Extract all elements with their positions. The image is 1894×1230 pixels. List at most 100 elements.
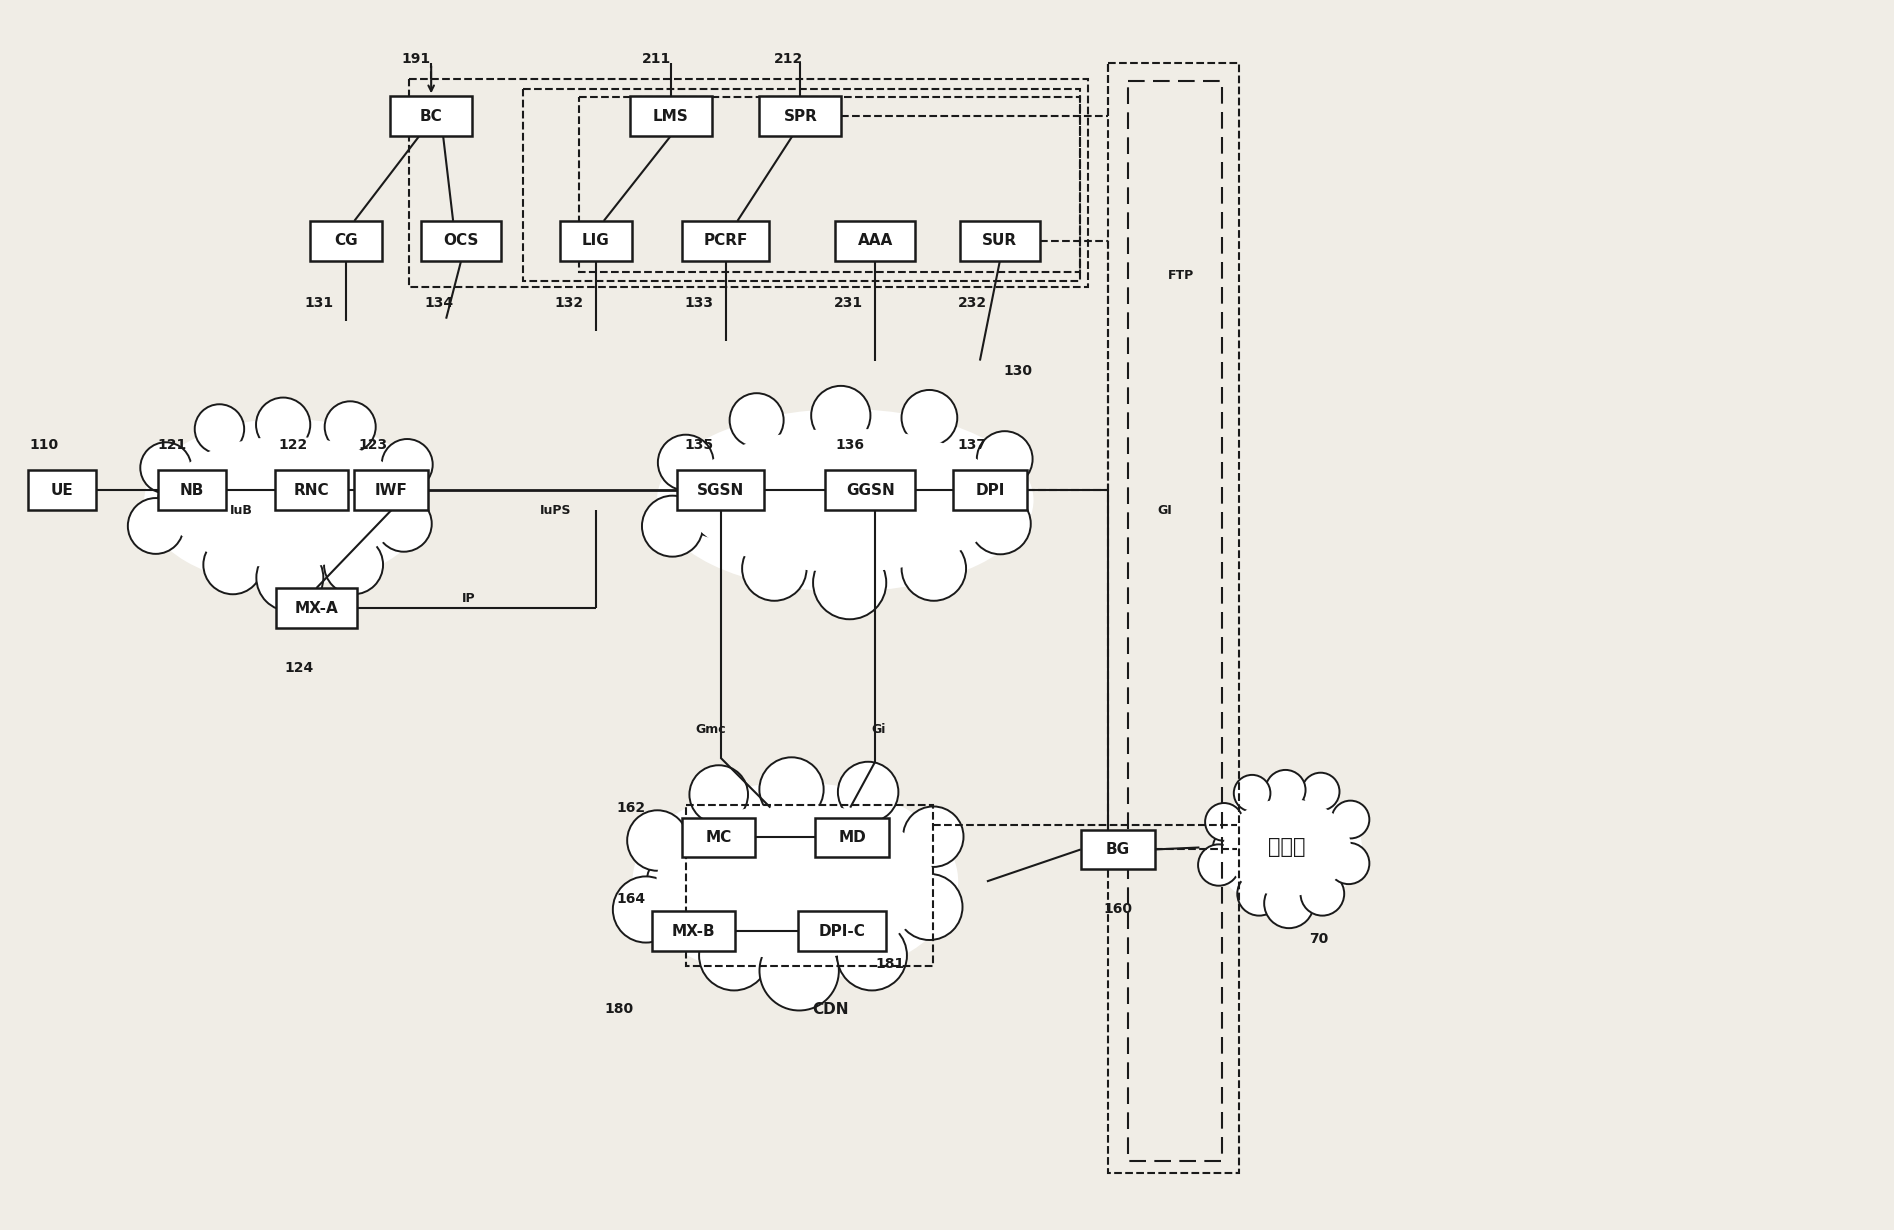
Text: 70: 70 — [1309, 932, 1330, 946]
Circle shape — [837, 761, 898, 822]
FancyBboxPatch shape — [759, 96, 841, 137]
Text: 160: 160 — [1102, 903, 1133, 916]
Text: 162: 162 — [616, 801, 646, 814]
FancyBboxPatch shape — [390, 96, 472, 137]
Circle shape — [140, 443, 191, 493]
Text: Gmc: Gmc — [695, 723, 725, 737]
Circle shape — [970, 493, 1030, 555]
Circle shape — [1263, 878, 1314, 929]
FancyBboxPatch shape — [826, 470, 915, 510]
Circle shape — [1265, 770, 1305, 811]
Circle shape — [195, 405, 244, 454]
Text: IuPS: IuPS — [540, 504, 572, 517]
Circle shape — [759, 931, 839, 1011]
Ellipse shape — [144, 418, 428, 585]
Text: 133: 133 — [684, 295, 712, 310]
Text: RNC: RNC — [294, 483, 330, 498]
Text: IP: IP — [462, 592, 475, 604]
Circle shape — [903, 807, 964, 867]
Text: SUR: SUR — [983, 234, 1017, 248]
Text: MX-B: MX-B — [672, 924, 716, 938]
Text: 121: 121 — [157, 438, 186, 453]
Circle shape — [646, 846, 722, 921]
Circle shape — [256, 544, 324, 611]
Ellipse shape — [165, 437, 407, 568]
Circle shape — [896, 873, 962, 940]
Circle shape — [813, 546, 886, 619]
Text: 135: 135 — [684, 438, 714, 453]
Circle shape — [1199, 844, 1239, 886]
Ellipse shape — [684, 428, 1006, 572]
Text: Gi: Gi — [871, 723, 884, 737]
Text: IWF: IWF — [375, 483, 407, 498]
FancyBboxPatch shape — [799, 911, 886, 951]
FancyBboxPatch shape — [629, 96, 712, 137]
Text: DPI: DPI — [975, 483, 1004, 498]
FancyBboxPatch shape — [682, 221, 769, 261]
Circle shape — [203, 535, 263, 594]
Text: 137: 137 — [958, 438, 987, 453]
Circle shape — [1301, 772, 1339, 811]
FancyBboxPatch shape — [953, 470, 1027, 510]
Text: LMS: LMS — [653, 108, 689, 124]
Text: 123: 123 — [358, 438, 388, 453]
FancyBboxPatch shape — [676, 470, 765, 510]
Circle shape — [689, 765, 748, 824]
Circle shape — [1328, 843, 1369, 884]
FancyBboxPatch shape — [561, 221, 633, 261]
FancyBboxPatch shape — [420, 221, 502, 261]
Ellipse shape — [657, 803, 934, 959]
FancyBboxPatch shape — [157, 470, 225, 510]
Text: OCS: OCS — [443, 234, 479, 248]
FancyBboxPatch shape — [652, 911, 735, 951]
FancyBboxPatch shape — [960, 221, 1040, 261]
Text: DPI-C: DPI-C — [818, 924, 866, 938]
Text: PCRF: PCRF — [703, 234, 748, 248]
Text: GI: GI — [1157, 504, 1172, 517]
FancyBboxPatch shape — [1081, 829, 1155, 870]
Text: BC: BC — [420, 108, 443, 124]
Text: 122: 122 — [278, 438, 309, 453]
Text: 130: 130 — [1004, 364, 1032, 378]
Ellipse shape — [633, 782, 958, 980]
Circle shape — [699, 920, 769, 990]
FancyBboxPatch shape — [814, 818, 888, 857]
Text: 131: 131 — [305, 295, 333, 310]
Text: UE: UE — [51, 483, 74, 498]
Circle shape — [256, 397, 311, 451]
FancyBboxPatch shape — [275, 588, 358, 629]
FancyBboxPatch shape — [835, 221, 915, 261]
FancyBboxPatch shape — [682, 818, 756, 857]
Text: IuB: IuB — [231, 504, 254, 517]
Circle shape — [682, 467, 752, 538]
Text: 191: 191 — [402, 52, 430, 66]
Circle shape — [1205, 803, 1242, 841]
Text: 互联网: 互联网 — [1269, 838, 1307, 857]
Circle shape — [324, 535, 383, 594]
Circle shape — [1237, 872, 1280, 915]
Text: LIG: LIG — [581, 234, 610, 248]
Text: 132: 132 — [555, 295, 583, 310]
Circle shape — [657, 434, 714, 491]
Circle shape — [811, 386, 871, 445]
Text: 212: 212 — [775, 52, 803, 66]
Circle shape — [1301, 872, 1345, 915]
Text: MX-A: MX-A — [295, 600, 339, 615]
FancyBboxPatch shape — [354, 470, 428, 510]
Text: 136: 136 — [835, 438, 866, 453]
Text: CG: CG — [335, 234, 358, 248]
Ellipse shape — [657, 410, 1034, 592]
FancyBboxPatch shape — [275, 470, 348, 510]
Text: 181: 181 — [875, 957, 905, 972]
Ellipse shape — [1212, 786, 1362, 909]
Circle shape — [383, 439, 432, 490]
Text: MC: MC — [705, 830, 731, 845]
Circle shape — [837, 920, 907, 990]
Text: BG: BG — [1106, 843, 1129, 857]
Text: 134: 134 — [424, 295, 455, 310]
Circle shape — [127, 498, 184, 554]
Text: CDN: CDN — [813, 1001, 849, 1017]
Circle shape — [902, 390, 956, 445]
Text: 211: 211 — [642, 52, 670, 66]
FancyBboxPatch shape — [28, 470, 97, 510]
